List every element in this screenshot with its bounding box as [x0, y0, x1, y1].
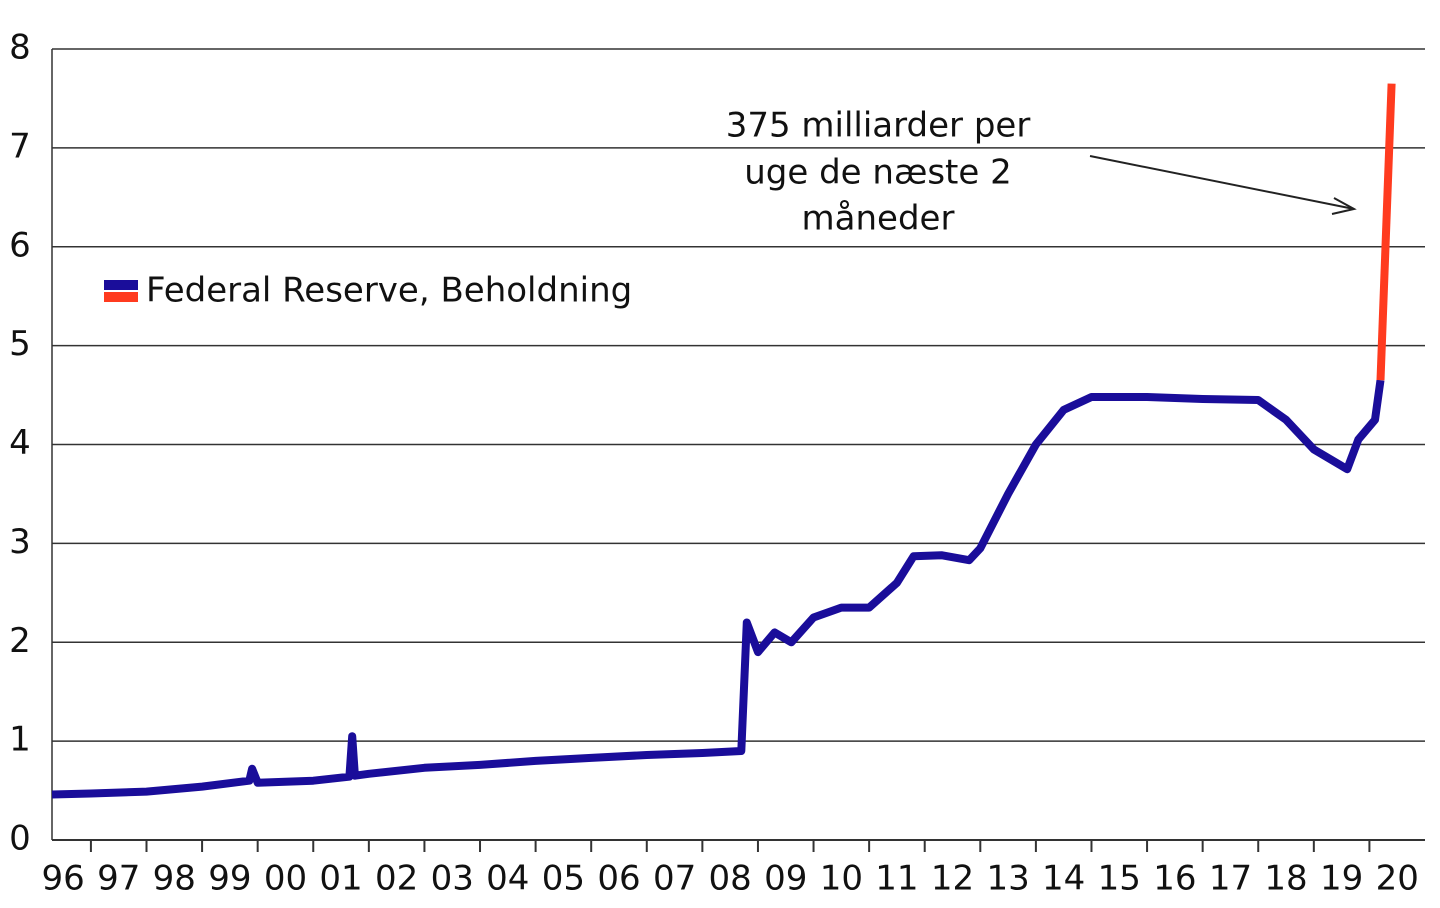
x-tick-label: 99 [208, 859, 251, 899]
x-tick-label: 04 [486, 859, 529, 899]
series-line [51, 379, 1385, 799]
y-tick-label: 8 [9, 28, 31, 68]
x-tick-label: 07 [653, 859, 696, 899]
x-tick-label: 19 [1320, 859, 1363, 899]
x-tick-label: 01 [319, 859, 362, 899]
annotation-line: uge de næste 2 [744, 153, 1012, 193]
annotation-arrow [1089, 155, 1355, 210]
x-tick-label: 96 [41, 859, 84, 899]
x-tick-label: 13 [986, 859, 1029, 899]
y-tick-label: 5 [9, 324, 31, 364]
x-tick-label: 09 [764, 859, 807, 899]
x-tick-label: 97 [97, 859, 140, 899]
x-tick-label: 05 [542, 859, 585, 899]
legend-swatch [104, 292, 138, 302]
x-tick-label: 20 [1376, 859, 1419, 899]
x-tick-label: 16 [1153, 859, 1196, 899]
x-tick-label: 03 [431, 859, 474, 899]
x-tick-label: 10 [820, 859, 863, 899]
y-tick-label: 1 [9, 720, 31, 760]
x-tick-label: 11 [875, 859, 918, 899]
x-tick-label: 18 [1264, 859, 1307, 899]
x-tick-label: 12 [931, 859, 974, 899]
x-tick-label: 00 [264, 859, 307, 899]
y-tick-label: 6 [9, 225, 31, 265]
x-tick-label: 06 [597, 859, 640, 899]
y-tick-label: 2 [9, 621, 31, 661]
annotation-arrowhead [1331, 197, 1357, 215]
x-tick-label: 15 [1098, 859, 1141, 899]
y-tick-label: 0 [9, 819, 31, 859]
x-tick-label: 08 [709, 859, 752, 899]
annotation-line: måneder [802, 199, 955, 239]
legend-swatch [104, 280, 138, 290]
legend-label: Federal Reserve, Beholdning [146, 271, 632, 311]
x-tick-label: 17 [1209, 859, 1252, 899]
y-tick-label: 4 [9, 423, 31, 463]
y-tick-label: 7 [9, 126, 31, 166]
y-tick-label: 3 [9, 522, 31, 562]
series-line [1376, 83, 1396, 381]
x-tick-label: 02 [375, 859, 418, 899]
annotation-line: 375 milliarder per [726, 106, 1031, 146]
x-tick-label: 98 [153, 859, 196, 899]
x-tick-label: 14 [1042, 859, 1085, 899]
